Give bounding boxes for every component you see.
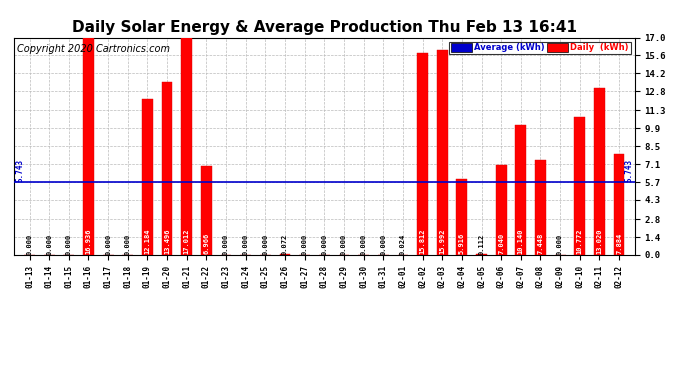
Text: 0.072: 0.072 — [282, 234, 288, 255]
Text: 10.772: 10.772 — [577, 228, 583, 254]
Text: 7.884: 7.884 — [616, 233, 622, 254]
Bar — [495, 165, 506, 255]
Text: 0.000: 0.000 — [361, 234, 366, 255]
Text: 0.000: 0.000 — [105, 234, 111, 255]
Bar — [417, 53, 428, 255]
Bar — [201, 166, 212, 255]
Text: 0.024: 0.024 — [400, 234, 406, 255]
Bar — [515, 125, 526, 255]
Text: 0.000: 0.000 — [557, 234, 563, 255]
Text: 0.000: 0.000 — [223, 234, 229, 255]
Text: 5.743: 5.743 — [15, 158, 24, 182]
Title: Daily Solar Energy & Average Production Thu Feb 13 16:41: Daily Solar Energy & Average Production … — [72, 20, 577, 35]
Text: Copyright 2020 Cartronics.com: Copyright 2020 Cartronics.com — [17, 44, 170, 54]
Text: 0.000: 0.000 — [46, 234, 52, 255]
Bar — [279, 254, 290, 255]
Bar — [83, 38, 94, 255]
Bar — [437, 50, 448, 255]
Text: 0.000: 0.000 — [243, 234, 248, 255]
Text: 12.184: 12.184 — [144, 228, 150, 254]
Bar — [457, 179, 467, 255]
Text: 16.936: 16.936 — [86, 228, 92, 254]
Bar — [142, 99, 153, 255]
Text: 0.000: 0.000 — [302, 234, 308, 255]
Text: 15.992: 15.992 — [440, 228, 445, 254]
Text: 5.916: 5.916 — [459, 233, 465, 254]
Text: 15.812: 15.812 — [420, 228, 426, 254]
Legend: Average (kWh), Daily  (kWh): Average (kWh), Daily (kWh) — [449, 42, 631, 54]
Text: 0.000: 0.000 — [322, 234, 327, 255]
Text: 5.743: 5.743 — [624, 158, 633, 182]
Text: 0.000: 0.000 — [125, 234, 131, 255]
Text: 17.012: 17.012 — [184, 228, 190, 254]
Bar — [594, 88, 605, 255]
Bar — [476, 254, 487, 255]
Text: 7.040: 7.040 — [498, 233, 504, 254]
Text: 0.000: 0.000 — [380, 234, 386, 255]
Text: 10.140: 10.140 — [518, 228, 524, 254]
Bar — [161, 82, 172, 255]
Bar — [181, 38, 192, 255]
Text: 13.496: 13.496 — [164, 228, 170, 254]
Text: 0.000: 0.000 — [66, 234, 72, 255]
Bar — [613, 154, 624, 255]
Text: 13.020: 13.020 — [596, 228, 602, 254]
Text: 0.000: 0.000 — [341, 234, 347, 255]
Text: 0.112: 0.112 — [479, 234, 484, 255]
Bar — [535, 160, 546, 255]
Text: 0.000: 0.000 — [26, 234, 32, 255]
Text: 0.000: 0.000 — [262, 234, 268, 255]
Bar — [574, 117, 585, 255]
Text: 7.448: 7.448 — [538, 233, 544, 254]
Text: 6.966: 6.966 — [204, 233, 209, 254]
